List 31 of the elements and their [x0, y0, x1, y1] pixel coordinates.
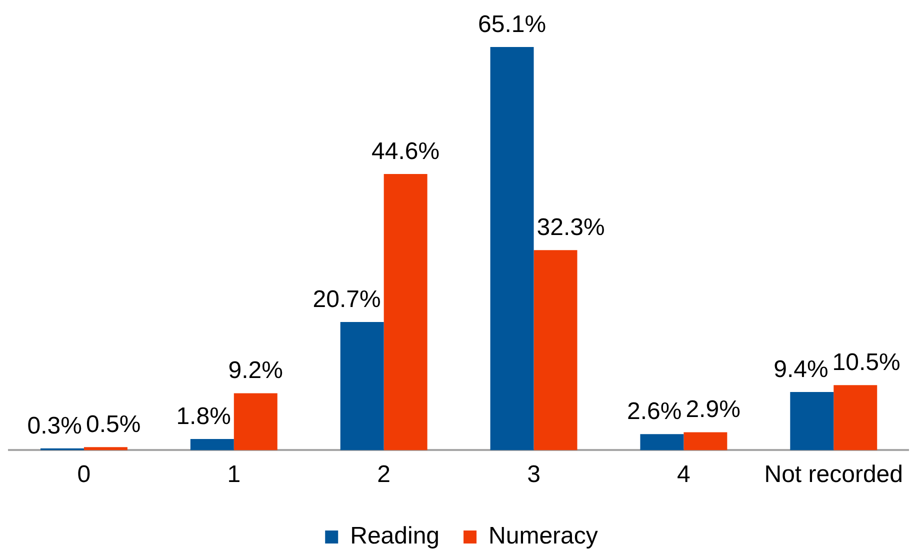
- data-label: 65.1%: [478, 11, 546, 38]
- bar: [790, 392, 834, 450]
- data-label: 1.8%: [176, 403, 231, 430]
- x-tick-label: 2: [377, 461, 391, 488]
- bar: [340, 322, 384, 450]
- data-label: 44.6%: [372, 138, 440, 165]
- x-tick-label: Not recorded: [764, 461, 904, 488]
- data-label: 0.3%: [27, 412, 82, 440]
- bar: [190, 439, 234, 450]
- x-tick-label: 4: [677, 461, 690, 488]
- data-label: 9.4%: [774, 356, 828, 383]
- data-label: 9.2%: [228, 357, 283, 384]
- bar: [490, 47, 534, 450]
- bar: [234, 393, 278, 450]
- x-tick-label: 1: [227, 461, 241, 488]
- bar: [84, 447, 128, 450]
- legend-label: Reading: [350, 522, 440, 549]
- legend-label: Numeracy: [488, 522, 598, 549]
- data-label: 20.7%: [312, 286, 381, 313]
- data-label: 2.9%: [686, 396, 740, 424]
- bar: [384, 174, 428, 450]
- bar: [534, 250, 578, 450]
- data-label: 0.5%: [86, 411, 141, 438]
- data-label: 2.6%: [626, 398, 682, 426]
- data-label: 10.5%: [832, 349, 900, 376]
- bar: [640, 434, 684, 450]
- x-tick-label: 3: [527, 461, 540, 488]
- bar: [684, 432, 728, 450]
- x-tick-label: 0: [77, 461, 91, 488]
- data-label: 32.3%: [536, 214, 605, 242]
- bar: [834, 385, 878, 450]
